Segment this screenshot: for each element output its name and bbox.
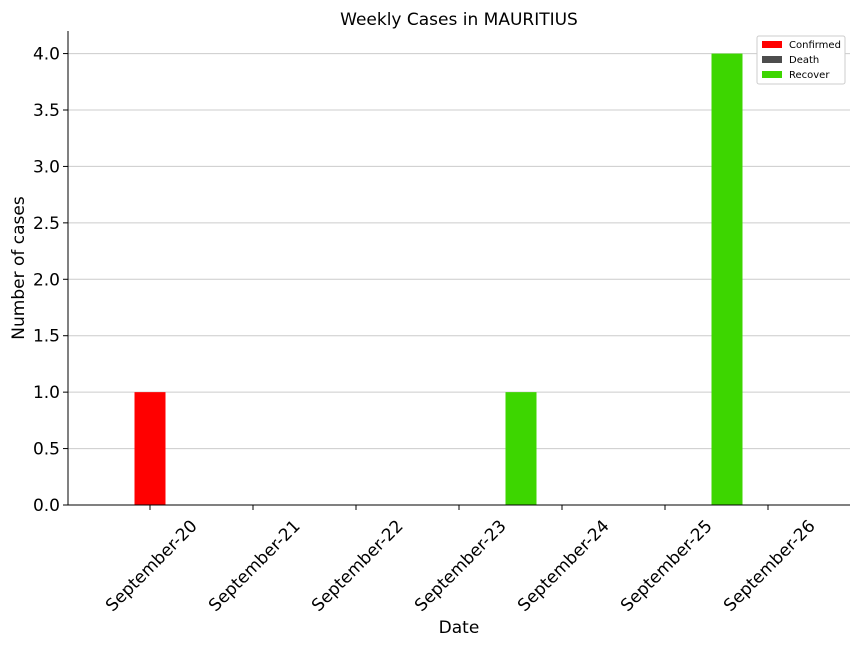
y-tick-label: 4.0	[33, 45, 60, 65]
y-axis-label: Number of cases	[9, 196, 29, 340]
x-ticks: September-20 September-21 September-22 Sept…	[102, 505, 820, 616]
legend-label-recover: Recover	[789, 70, 830, 81]
x-axis-label: Date	[439, 618, 480, 638]
y-tick-label: 2.0	[33, 270, 60, 290]
grid-lines	[68, 53, 850, 450]
bar-confirmed	[134, 392, 166, 505]
x-tick-label: September-22	[308, 516, 407, 615]
y-tick-label: 2.5	[33, 214, 60, 234]
y-tick-label: 1.5	[33, 327, 60, 347]
x-tick-label: September-23	[411, 516, 510, 615]
y-tick-label: 0.5	[33, 440, 60, 460]
bars	[134, 53, 743, 505]
x-tick-label: September-21	[205, 516, 304, 615]
legend: Confirmed Death Recover	[756, 35, 846, 85]
y-tick-label: 0.0	[33, 496, 60, 516]
bar-recover	[711, 53, 743, 505]
x-tick-label: September-20	[102, 516, 201, 615]
legend-label-confirmed: Confirmed	[789, 40, 841, 51]
y-tick-label: 3.0	[33, 157, 60, 177]
bar-recover	[505, 392, 537, 505]
x-tick-label: September-26	[720, 516, 819, 615]
y-tick-label: 3.5	[33, 101, 60, 121]
legend-swatch-confirmed	[762, 41, 782, 48]
y-ticks: 0.0 0.5 1.0 1.5 2.0 2.5 3.0 3.5 4.0	[33, 45, 68, 516]
legend-swatch-recover	[762, 71, 782, 78]
legend-swatch-death	[762, 56, 782, 63]
legend-label-death: Death	[789, 55, 819, 66]
x-tick-label: September-24	[514, 516, 613, 615]
y-tick-label: 1.0	[33, 383, 60, 403]
chart-title: Weekly Cases in MAURITIUS	[340, 10, 578, 30]
x-tick-label: September-25	[617, 516, 716, 615]
